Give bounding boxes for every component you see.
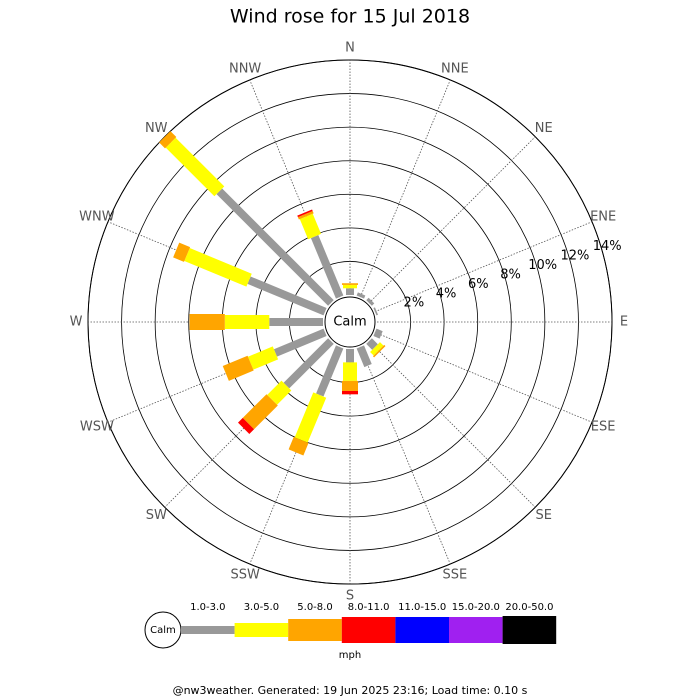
legend-label: 3.0-5.0 bbox=[244, 602, 279, 613]
direction-label: SSW bbox=[230, 568, 260, 583]
rose-segment bbox=[224, 315, 270, 329]
direction-label: NNW bbox=[229, 61, 261, 76]
direction-label: SW bbox=[146, 508, 167, 523]
legend-swatch bbox=[395, 617, 449, 643]
legend-swatch bbox=[502, 616, 557, 644]
rose-segment bbox=[356, 292, 366, 299]
legend-label: 20.0-50.0 bbox=[505, 602, 553, 613]
rose-segment bbox=[316, 345, 344, 397]
rose-segment bbox=[184, 248, 252, 287]
direction-label: SSE bbox=[442, 568, 467, 583]
calm-label: Calm bbox=[333, 315, 366, 330]
rose-segment bbox=[247, 346, 279, 370]
rose-segment bbox=[173, 242, 191, 262]
spoke bbox=[359, 79, 451, 298]
spoke bbox=[374, 221, 593, 313]
rose-segment bbox=[343, 362, 357, 381]
rose-segment bbox=[310, 235, 344, 299]
ring-label: 4% bbox=[436, 286, 457, 301]
rose-segment bbox=[216, 188, 334, 306]
legend-swatch bbox=[234, 623, 289, 637]
rose-segment bbox=[356, 345, 372, 368]
rose-segment bbox=[343, 284, 357, 289]
legend-swatch bbox=[341, 617, 396, 643]
rose-segment bbox=[373, 307, 379, 316]
legend-label: 8.0-11.0 bbox=[348, 602, 390, 613]
rose-segment bbox=[288, 436, 309, 456]
direction-label: N bbox=[345, 41, 355, 56]
rose-segment bbox=[342, 380, 358, 391]
rose-segment bbox=[366, 297, 375, 306]
direction-label: WNW bbox=[79, 210, 115, 225]
ring-label: 12% bbox=[560, 248, 589, 263]
spoke bbox=[368, 340, 536, 508]
legend-label: 15.0-20.0 bbox=[452, 602, 500, 613]
ring-label: 14% bbox=[593, 239, 622, 254]
ring-label: 8% bbox=[500, 267, 521, 282]
legend-label: 1.0-3.0 bbox=[190, 602, 225, 613]
direction-label: WSW bbox=[80, 419, 114, 434]
rose-segment bbox=[283, 338, 334, 389]
legend-units: mph bbox=[339, 650, 361, 661]
direction-label: NW bbox=[145, 121, 168, 136]
rose-segment bbox=[297, 209, 313, 218]
rose-segment bbox=[159, 131, 177, 149]
rose-segment bbox=[342, 390, 358, 395]
grid-ring bbox=[154, 126, 546, 518]
rose-segment bbox=[372, 344, 386, 358]
rose-segment bbox=[297, 211, 314, 220]
rose-segment bbox=[342, 283, 358, 285]
legend-label: 5.0-8.0 bbox=[297, 602, 332, 613]
ring-label: 6% bbox=[468, 277, 489, 292]
grid-ring bbox=[188, 160, 512, 484]
spoke bbox=[374, 331, 593, 423]
rose-segment bbox=[346, 288, 354, 295]
rose-segment bbox=[273, 328, 327, 357]
rose-segment bbox=[299, 213, 322, 240]
legend-label: 11.0-15.0 bbox=[398, 602, 446, 613]
legend-swatch bbox=[449, 617, 503, 643]
rose-segment bbox=[269, 318, 323, 326]
direction-label: W bbox=[70, 315, 83, 330]
rose-segment bbox=[294, 392, 327, 443]
rose-segment bbox=[366, 338, 378, 350]
rose-segment bbox=[189, 314, 225, 330]
direction-label: E bbox=[620, 315, 628, 330]
calm-circle bbox=[324, 296, 376, 348]
direction-label: NE bbox=[535, 121, 553, 136]
direction-label: SE bbox=[536, 508, 552, 523]
rose-segment bbox=[165, 137, 225, 197]
footer: @nw3weather. Generated: 19 Jun 2025 23:1… bbox=[173, 684, 528, 697]
rose-segment bbox=[222, 355, 254, 381]
direction-label: ENE bbox=[590, 210, 616, 225]
legend-calm-label: Calm bbox=[150, 625, 176, 636]
chart-title: Wind rose for 15 Jul 2018 bbox=[230, 6, 470, 28]
direction-label: S bbox=[346, 589, 354, 604]
ring-label: 2% bbox=[404, 296, 425, 311]
rose-segment bbox=[373, 328, 383, 339]
direction-label: ESE bbox=[591, 419, 616, 434]
direction-label: NNE bbox=[441, 61, 469, 76]
rose-segment bbox=[346, 349, 354, 363]
rose-segment bbox=[238, 417, 255, 434]
spoke bbox=[368, 136, 536, 304]
rose-segment bbox=[247, 276, 327, 316]
rose-segment bbox=[370, 342, 384, 356]
ring-label: 10% bbox=[528, 258, 557, 273]
rose-segment bbox=[267, 380, 292, 405]
legend-swatch bbox=[181, 626, 235, 634]
spoke bbox=[359, 346, 451, 565]
legend-swatch bbox=[288, 619, 342, 641]
rose-segment bbox=[242, 394, 278, 430]
